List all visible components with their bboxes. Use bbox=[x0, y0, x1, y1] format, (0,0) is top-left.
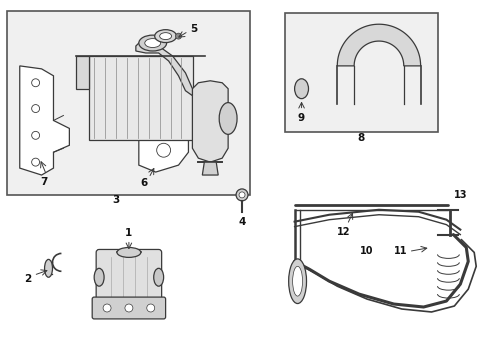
Circle shape bbox=[239, 192, 245, 198]
Text: 6: 6 bbox=[140, 178, 147, 188]
Circle shape bbox=[32, 79, 40, 87]
Circle shape bbox=[236, 189, 248, 201]
Circle shape bbox=[32, 158, 40, 166]
Ellipse shape bbox=[289, 259, 307, 303]
Circle shape bbox=[103, 304, 111, 312]
Circle shape bbox=[147, 304, 155, 312]
FancyBboxPatch shape bbox=[92, 297, 166, 319]
Text: 11: 11 bbox=[394, 247, 408, 256]
Polygon shape bbox=[139, 129, 189, 172]
Ellipse shape bbox=[155, 30, 176, 42]
Text: 8: 8 bbox=[358, 133, 365, 143]
Circle shape bbox=[125, 304, 133, 312]
Ellipse shape bbox=[160, 33, 172, 40]
Ellipse shape bbox=[293, 266, 302, 296]
Bar bbox=[89, 56, 194, 140]
Bar bbox=[7, 11, 250, 195]
Ellipse shape bbox=[139, 35, 167, 51]
Text: 7: 7 bbox=[40, 177, 47, 187]
Polygon shape bbox=[193, 81, 228, 162]
Bar bbox=[285, 13, 439, 132]
Circle shape bbox=[32, 105, 40, 113]
Polygon shape bbox=[202, 162, 218, 175]
Ellipse shape bbox=[94, 268, 104, 286]
Circle shape bbox=[175, 33, 181, 39]
Ellipse shape bbox=[117, 247, 141, 257]
Text: 10: 10 bbox=[360, 247, 374, 256]
Text: 1: 1 bbox=[125, 228, 132, 238]
Polygon shape bbox=[337, 24, 420, 66]
Ellipse shape bbox=[145, 39, 161, 48]
Polygon shape bbox=[136, 43, 193, 96]
Text: 2: 2 bbox=[24, 274, 31, 284]
Circle shape bbox=[32, 131, 40, 139]
Text: 9: 9 bbox=[298, 113, 305, 123]
Ellipse shape bbox=[154, 268, 164, 286]
Polygon shape bbox=[20, 66, 70, 175]
Text: 5: 5 bbox=[190, 24, 197, 34]
Text: 12: 12 bbox=[337, 226, 350, 237]
Polygon shape bbox=[76, 56, 89, 89]
Ellipse shape bbox=[45, 260, 52, 277]
Text: 13: 13 bbox=[454, 190, 467, 200]
Circle shape bbox=[157, 143, 171, 157]
Ellipse shape bbox=[294, 79, 309, 99]
Ellipse shape bbox=[219, 103, 237, 134]
Text: 3: 3 bbox=[112, 195, 120, 205]
FancyBboxPatch shape bbox=[96, 249, 162, 305]
Text: 4: 4 bbox=[238, 217, 245, 227]
